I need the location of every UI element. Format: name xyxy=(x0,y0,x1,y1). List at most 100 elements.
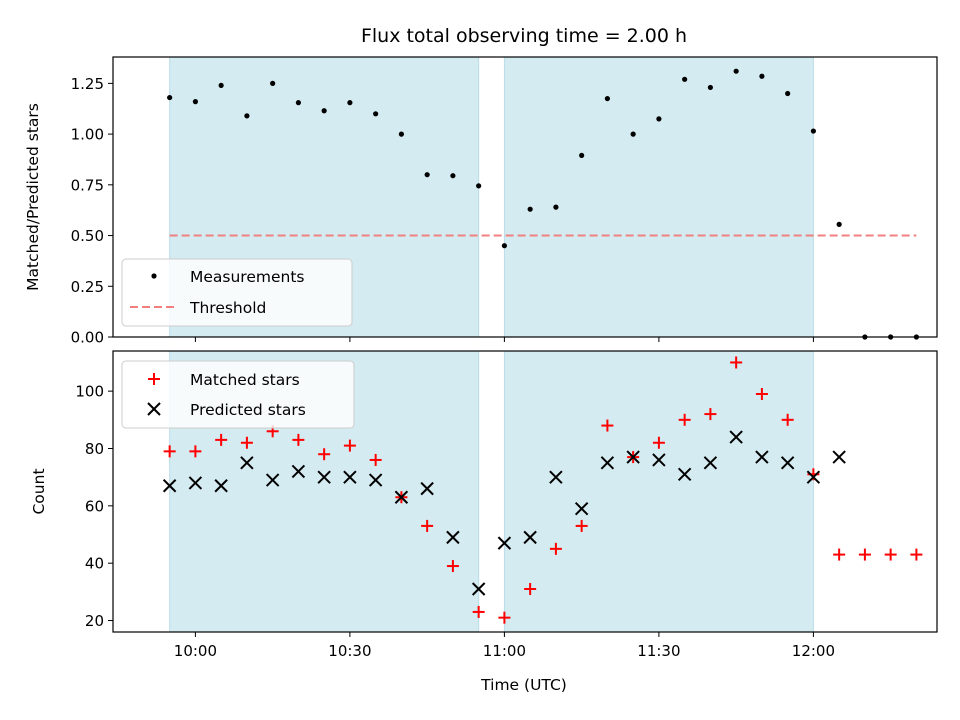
top-x-ticks xyxy=(194,337,814,342)
measurement-point xyxy=(192,99,198,105)
chart-title: Flux total observing time = 2.00 h xyxy=(361,25,687,47)
top-y-tick-label: 1.25 xyxy=(71,75,104,93)
measurement-point xyxy=(656,116,662,122)
predicted-star-point xyxy=(780,456,795,470)
matched-star-point xyxy=(781,413,794,426)
measurement-point xyxy=(373,111,379,117)
bottom-y-tick-label: 40 xyxy=(85,555,104,573)
legend-threshold-label: Threshold xyxy=(189,299,266,317)
matched-star-point xyxy=(163,445,176,458)
shaded-interval xyxy=(503,56,814,338)
matched-star-point xyxy=(421,519,434,532)
measurement-point xyxy=(707,84,714,91)
measurement-point xyxy=(450,173,456,179)
top-y-tick-label: 0.75 xyxy=(71,176,104,194)
predicted-star-point xyxy=(806,470,821,484)
legend-measurements-marker xyxy=(151,273,157,279)
measurement-point xyxy=(682,76,688,82)
predicted-star-point xyxy=(626,450,640,464)
matched-star-point xyxy=(524,582,537,595)
x-tick-label: 12:00 xyxy=(792,642,835,660)
top-panel: 0.00 0.25 0.50 0.75 1.00 1.25 Matched/Predict… xyxy=(24,56,938,347)
legend-measurements-label: Measurements xyxy=(190,268,305,286)
bottom-panel: 20 40 60 80 100 10:00 10:30 11:00 11:30 12:00 Co… xyxy=(30,350,938,694)
predicted-star-point xyxy=(600,456,615,470)
measurement-point xyxy=(398,131,404,137)
matched-star-point xyxy=(446,560,459,573)
matched-star-point xyxy=(678,413,691,426)
x-tick-label: 11:00 xyxy=(483,642,526,660)
top-y-tick-label: 0.50 xyxy=(71,227,104,245)
predicted-star-point xyxy=(368,473,383,487)
legend-predicted-marker xyxy=(147,402,161,416)
measurement-point xyxy=(733,68,739,74)
predicted-star-point xyxy=(214,479,228,493)
predicted-star-point xyxy=(343,470,357,484)
bottom-plot-frame xyxy=(112,350,938,633)
predicted-star-point xyxy=(755,450,769,464)
legend-predicted-label: Predicted stars xyxy=(190,401,306,419)
predicted-star-point xyxy=(703,456,718,470)
bottom-x-ticks: 10:00 10:30 11:00 11:30 12:00 xyxy=(174,632,835,660)
bottom-y-axis-label: Count xyxy=(30,468,48,514)
predicted-star-point xyxy=(652,453,666,467)
bottom-legend-box xyxy=(121,360,355,429)
predicted-star-point xyxy=(677,467,692,482)
matched-star-point xyxy=(730,356,743,369)
top-y-tick-label: 0.25 xyxy=(71,278,104,296)
measurement-point xyxy=(270,80,276,86)
matched-star-point xyxy=(292,433,305,446)
measurement-point xyxy=(604,95,611,102)
legend-matched-marker xyxy=(148,373,160,385)
measurement-point xyxy=(501,243,507,249)
x-tick-label: 10:00 xyxy=(174,642,217,660)
top-legend: Measurements Threshold xyxy=(121,258,353,327)
matched-star-point xyxy=(549,542,562,555)
top-plot-frame xyxy=(112,56,938,338)
bottom-y-tick-label: 20 xyxy=(85,612,104,630)
matched-star-point xyxy=(858,548,871,561)
predicted-star-point xyxy=(291,464,306,479)
x-tick-label: 11:30 xyxy=(637,642,680,660)
matched-star-point xyxy=(472,605,485,618)
matched-star-point xyxy=(498,611,511,624)
measurement-point xyxy=(218,82,224,89)
predicted-star-point xyxy=(497,536,512,550)
measurement-point xyxy=(295,100,301,106)
measurement-points-layer xyxy=(167,68,920,340)
matched-star-point xyxy=(704,408,717,421)
measurement-point xyxy=(167,94,173,101)
measurement-point xyxy=(810,128,817,134)
matched-star-point xyxy=(343,439,356,452)
matched-star-point xyxy=(884,548,897,561)
measurement-point xyxy=(244,113,250,119)
predicted-star-point xyxy=(394,490,409,504)
predicted-star-point xyxy=(240,456,254,470)
measurement-point xyxy=(347,100,353,106)
measurement-point xyxy=(527,206,533,212)
measurement-point xyxy=(785,90,791,97)
predicted-star-point xyxy=(317,470,331,484)
bottom-legend: Matched stars Predicted stars xyxy=(121,360,355,429)
top-legend-box xyxy=(121,258,353,327)
matched-star-point xyxy=(215,433,228,446)
legend-matched-label: Matched stars xyxy=(190,371,300,389)
predicted-star-point xyxy=(188,476,203,490)
predicted-star-point xyxy=(832,450,846,464)
measurement-point xyxy=(321,108,327,114)
measurement-point xyxy=(476,183,482,189)
matched-star-point xyxy=(240,436,253,449)
predicted-star-point xyxy=(420,481,434,496)
count-points-layer xyxy=(162,356,923,624)
measurement-point xyxy=(836,221,842,227)
top-y-tick-label: 1.00 xyxy=(71,126,104,144)
measurement-point xyxy=(630,131,636,137)
predicted-star-point xyxy=(574,501,589,516)
measurement-point xyxy=(424,172,430,178)
matched-star-point xyxy=(575,519,588,532)
matched-star-point xyxy=(833,548,846,561)
matched-star-point xyxy=(652,436,665,449)
matched-star-point xyxy=(601,419,614,432)
predicted-star-point xyxy=(471,582,486,596)
